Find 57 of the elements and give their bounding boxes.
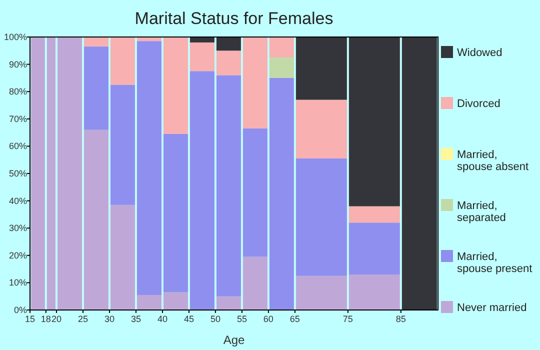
bar xyxy=(242,37,268,128)
bar xyxy=(269,57,294,78)
x-axis-title: Age xyxy=(223,333,245,347)
y-tick-label: 80% xyxy=(8,86,27,97)
bar xyxy=(136,294,162,310)
legend-label: Married, spouse present xyxy=(457,251,532,275)
x-tick-label: 85 xyxy=(396,314,406,324)
chart-title: Marital Status for Females xyxy=(134,9,334,28)
x-tick-label: 15 xyxy=(24,314,36,324)
bar xyxy=(402,37,437,310)
bar xyxy=(190,71,214,310)
bar xyxy=(136,41,162,295)
x-tick-label: 60 xyxy=(263,314,274,324)
bar xyxy=(57,37,82,310)
legend-label: Divorced xyxy=(457,98,500,110)
legend-label: Widowed xyxy=(457,47,502,59)
y-tick-label: 70% xyxy=(8,114,27,124)
bar xyxy=(190,42,214,72)
bar xyxy=(216,50,241,76)
bar xyxy=(84,130,108,310)
bar xyxy=(110,204,135,310)
bar xyxy=(84,46,108,130)
bar xyxy=(269,78,294,310)
y-tick-label: 0% xyxy=(14,305,27,315)
bar xyxy=(216,75,241,296)
y-tick-label: 100% xyxy=(4,32,27,42)
x-tick-label: 18 xyxy=(40,314,51,324)
bar xyxy=(242,256,268,310)
y-tick-label: 60% xyxy=(8,141,27,152)
legend-label: Married, spouse absent xyxy=(457,149,529,173)
y-tick-label: 40% xyxy=(8,196,27,206)
y-tick-label: 90% xyxy=(8,59,27,70)
bar xyxy=(163,37,188,134)
bar xyxy=(110,84,135,205)
x-tick-label: 20 xyxy=(51,314,62,324)
x-tick-label: 65 xyxy=(290,314,300,324)
bar xyxy=(216,296,241,310)
y-tick-label: 10% xyxy=(8,278,27,288)
y-tick-label: 50% xyxy=(8,168,27,178)
legend-label: Married, separated xyxy=(457,200,506,224)
x-tick-label: 40 xyxy=(157,314,168,324)
x-tick-label: 50 xyxy=(210,314,220,324)
bar xyxy=(163,134,188,292)
x-tick-label: 25 xyxy=(78,314,88,324)
x-tick-label: 75 xyxy=(342,314,353,324)
x-tick-label: 30 xyxy=(104,314,114,324)
x-tick-label: 55 xyxy=(236,314,247,324)
bar xyxy=(242,128,268,257)
x-tick-label: 35 xyxy=(130,314,141,324)
bar xyxy=(84,37,108,47)
bar xyxy=(110,37,135,85)
x-tick-label: 45 xyxy=(184,314,194,324)
bar xyxy=(163,292,188,310)
bar xyxy=(269,37,294,58)
y-tick-label: 30% xyxy=(8,223,27,234)
legend-label: Never married xyxy=(457,302,527,314)
y-tick-label: 20% xyxy=(8,250,27,260)
